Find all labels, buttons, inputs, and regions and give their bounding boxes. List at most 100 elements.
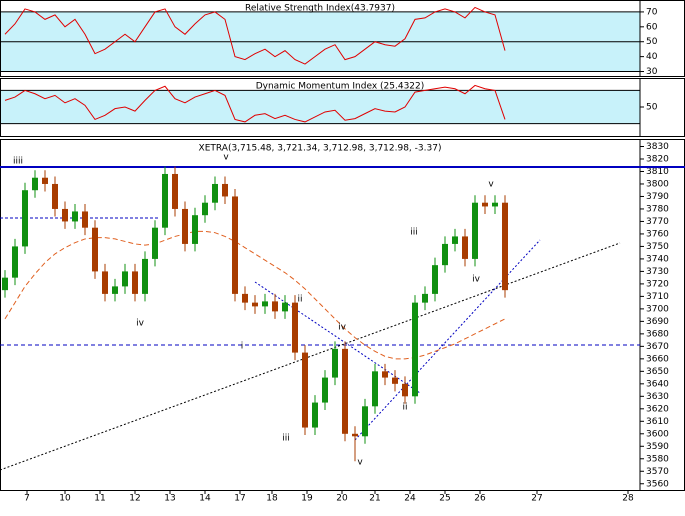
y-tick-label: 3630 [646,392,669,402]
candle-body [152,227,158,259]
x-tick-label: 13 [164,494,175,504]
candle-body [262,301,268,307]
candle-body [432,265,438,294]
candle-body [302,352,308,428]
candle-body [332,348,338,378]
y-tick-label: 3780 [646,204,669,214]
candle-body [192,215,198,244]
y-tick-label: 3560 [646,479,669,489]
candle-body [62,208,68,222]
y-tick-label: 50 [646,103,658,113]
candle-body [372,371,378,407]
y-tick-label: 3830 [646,142,669,152]
candle-body [132,271,138,294]
candle-body [342,348,348,434]
x-tick-label: 18 [266,494,278,504]
wave-label: i [241,342,244,352]
candle-body [172,173,178,209]
x-tick-label: 17 [234,494,245,504]
wave-label: v [223,153,229,163]
panel-title: XETRA(3,715.48, 3,721.34, 3,712.98, 3,71… [199,144,442,154]
candle-body [442,243,448,266]
candle-body [312,402,318,428]
candle-body [462,236,468,259]
candle-body [82,211,88,228]
candle-body [2,277,8,291]
candle-body [272,301,278,312]
y-tick-label: 3690 [646,317,669,327]
y-tick-label: 3730 [646,267,669,277]
x-tick-label: 10 [59,494,71,504]
wave-label: v [488,180,494,190]
candle-body [322,377,328,403]
panel-title: Dynamic Momentum Index (25.4322) [256,82,425,92]
y-tick-label: 3810 [646,167,669,177]
wave-label: iv [338,323,347,333]
wave-label: iii [410,228,418,238]
x-tick-label: 27 [531,494,542,504]
wave-label: v [357,458,363,468]
candle-body [382,371,388,378]
trend-line [354,239,541,441]
y-tick-label: 3710 [646,292,669,302]
candle-body [112,286,118,294]
x-tick-label: 26 [474,494,486,504]
candle-body [472,202,478,259]
x-tick-label: 21 [369,494,380,504]
candle-body [252,302,258,307]
candle-body [52,183,58,209]
candle-body [32,177,38,191]
y-tick-label: 3660 [646,354,669,364]
y-tick-label: 70 [646,7,658,17]
indicator-line [4,6,506,65]
x-tick-label: 11 [94,494,105,504]
candle-body [92,227,98,272]
indicator-line [4,84,506,123]
y-tick-label: 3820 [646,154,669,164]
x-tick-label: 28 [622,494,634,504]
y-tick-label: 3640 [646,379,669,389]
panel-title: Relative Strength Index(43.7937) [245,4,395,14]
y-tick-label: 3580 [646,454,669,464]
candle-body [162,173,168,228]
candle-body [392,377,398,384]
x-tick-label: 25 [439,494,450,504]
wave-label: iii [282,434,290,444]
trend-line [254,281,421,394]
y-tick-label: 60 [646,22,658,32]
wave-label: ii [402,403,407,413]
y-tick-label: 3590 [646,442,669,452]
y-tick-label: 3720 [646,279,669,289]
panel-background [0,139,640,490]
y-tick-label: 50 [646,37,658,47]
y-tick-label: 3650 [646,367,669,377]
candle-body [482,202,488,207]
x-tick-label: 24 [404,494,416,504]
x-tick-label: 14 [199,494,211,504]
candle-body [102,271,108,294]
candle-body [492,202,498,207]
x-tick-label: 12 [129,494,140,504]
y-tick-label: 3800 [646,179,669,189]
wave-label: ii [297,295,302,305]
y-tick-label: 3670 [646,342,669,352]
moving-average [4,230,506,360]
candle-body [222,183,228,197]
wave-label: iiii [13,157,23,167]
candle-body [412,302,418,397]
candle-body [202,202,208,216]
x-tick-label: 19 [301,494,313,504]
candle-body [232,196,238,294]
candle-body [22,190,28,247]
candle-body [502,202,508,291]
y-tick-label: 3600 [646,429,669,439]
x-tick-label: 20 [336,494,348,504]
candle-body [122,271,128,287]
candle-body [452,236,458,244]
candle-body [242,293,248,303]
y-tick-label: 3750 [646,242,669,252]
candle-body [402,383,408,397]
y-tick-label: 3760 [646,229,669,239]
wave-label: iv [136,319,145,329]
